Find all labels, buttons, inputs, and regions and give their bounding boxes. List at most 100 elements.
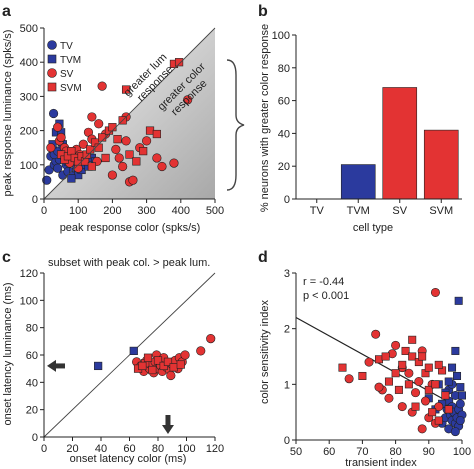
panel-d-points: [295, 287, 467, 437]
regression-line: [295, 317, 463, 410]
svm-point: [424, 363, 433, 372]
svm-point: [86, 145, 95, 154]
tvm-point: [451, 346, 460, 355]
panel-a-y-tick-label: 300: [20, 91, 38, 103]
panel-label-c: c: [2, 249, 11, 266]
panel-b-x-tick-label: SVM: [429, 205, 453, 217]
sv-point: [118, 161, 128, 172]
svm-point: [441, 391, 450, 400]
panel-b-x-tick-label: SV: [392, 205, 407, 217]
panel-a-y-tick-label: 500: [20, 23, 38, 35]
tv-point: [450, 427, 460, 437]
legend-label-svm: SVM: [60, 83, 82, 94]
sv-point: [364, 357, 374, 367]
legend-label-tvm: TVM: [60, 55, 81, 66]
svm-point: [152, 129, 161, 139]
svm-point: [113, 135, 122, 144]
sv-point: [56, 132, 66, 143]
panel-label-d: d: [258, 249, 268, 266]
panel-b-y-tick-label: 60: [278, 96, 290, 108]
panel-a-y-tick-label: 0: [32, 194, 38, 206]
tvm-point: [448, 363, 457, 372]
panel-a-y-tick-label: 200: [20, 126, 38, 138]
svm-point: [404, 380, 413, 389]
panel-a-axes: 0 100 200 300 400 500 0 100 200 300 400 500: [20, 23, 225, 217]
panel-a-x-tick-label: 100: [69, 205, 87, 217]
sv-point: [371, 329, 381, 339]
panel-a-unity-line: [43, 27, 216, 200]
sv-point: [180, 350, 190, 360]
panel-c-unity-line: [43, 272, 216, 438]
panel-a-x-tick-label: 200: [103, 205, 121, 217]
sv-point: [344, 374, 354, 384]
sv-point: [434, 402, 444, 412]
panel-a-x-tick-label: 0: [41, 205, 47, 217]
panel-a-y-tick-label: 400: [20, 57, 38, 69]
sv-point: [420, 396, 430, 406]
sv-point: [53, 122, 63, 132]
svm-point: [401, 346, 410, 355]
svm-point: [94, 143, 103, 152]
svm-point: [398, 360, 407, 369]
sv-point: [169, 158, 179, 168]
svm-point: [391, 369, 400, 378]
sv-point: [47, 68, 57, 78]
tv-point: [47, 40, 57, 50]
svm-point: [169, 363, 178, 372]
panel-b-xlabel: cell type: [353, 222, 393, 234]
panel-c-x-tick-label: 20: [66, 443, 78, 455]
svm-point: [148, 365, 157, 375]
svm-point: [176, 360, 185, 369]
sv-point: [111, 144, 121, 155]
y-latency-arrow-shaft: [56, 363, 65, 369]
bar-svm: [423, 129, 459, 200]
sv-point: [46, 143, 56, 153]
panel-c: subset with peak col. > peak lum. 0 20 40 6…: [2, 257, 224, 465]
svm-point: [174, 58, 184, 67]
panel-d-y-tick-label: 1: [284, 379, 290, 391]
sv-point: [87, 112, 97, 122]
svm-point: [431, 380, 440, 389]
panel-c-y-tick-label: 20: [26, 405, 38, 417]
panel-a-xlabel: peak response color (spks/s): [60, 222, 201, 234]
panel-b: 0 20 40 60 80 100 TV TVM SV SVM cell type % neuro…: [259, 24, 462, 234]
svm-point: [132, 157, 141, 166]
svm-point: [444, 405, 453, 414]
panel-c-x-tick-label: 80: [152, 443, 164, 455]
svm-point: [47, 82, 57, 92]
svm-point: [163, 357, 173, 366]
sv-point: [391, 340, 401, 350]
svm-point: [108, 123, 117, 132]
panel-d-x-tick-label: 100: [453, 446, 471, 458]
sv-point: [430, 287, 440, 297]
panel-c-arrows: [47, 359, 174, 434]
tvm-point: [47, 54, 57, 64]
svm-point: [424, 385, 433, 394]
tv-point: [48, 108, 59, 119]
panel-c-x-tick-label: 40: [95, 443, 107, 455]
tvm-point: [454, 296, 463, 305]
tv-point: [455, 399, 465, 409]
panel-b-axes: 0 20 40 60 80 100 TV TVM SV SVM: [272, 30, 462, 217]
panel-c-ylabel: onset latency luminance (ms): [2, 282, 14, 425]
panel-d-ylabel: color sensitivity index: [259, 300, 271, 404]
sv-point: [107, 170, 117, 180]
panel-c-y-tick-label: 120: [20, 268, 38, 280]
sv-point: [157, 161, 167, 172]
svm-point: [408, 335, 417, 344]
legend-label-tv: TV: [60, 41, 73, 52]
panel-b-y-tick-label: 100: [272, 30, 290, 42]
bar-tvm: [340, 164, 376, 200]
tvm-point: [67, 174, 76, 183]
svm-point: [138, 361, 147, 371]
brace-connector: [226, 59, 245, 191]
tvm-point: [456, 383, 465, 392]
panel-c-axes: 0 20 40 60 80 100 120 0 20 40 60 80 100 120: [20, 268, 225, 455]
panel-c-points: [94, 334, 216, 381]
panel-c-y-tick-label: 100: [20, 295, 38, 307]
svm-point: [428, 408, 437, 417]
panel-a-legend: TV TVM SV SVM: [47, 40, 82, 94]
panel-a-x-tick-label: 300: [137, 205, 155, 217]
panel-c-x-tick-label: 0: [41, 443, 47, 455]
sv-point: [404, 368, 414, 378]
